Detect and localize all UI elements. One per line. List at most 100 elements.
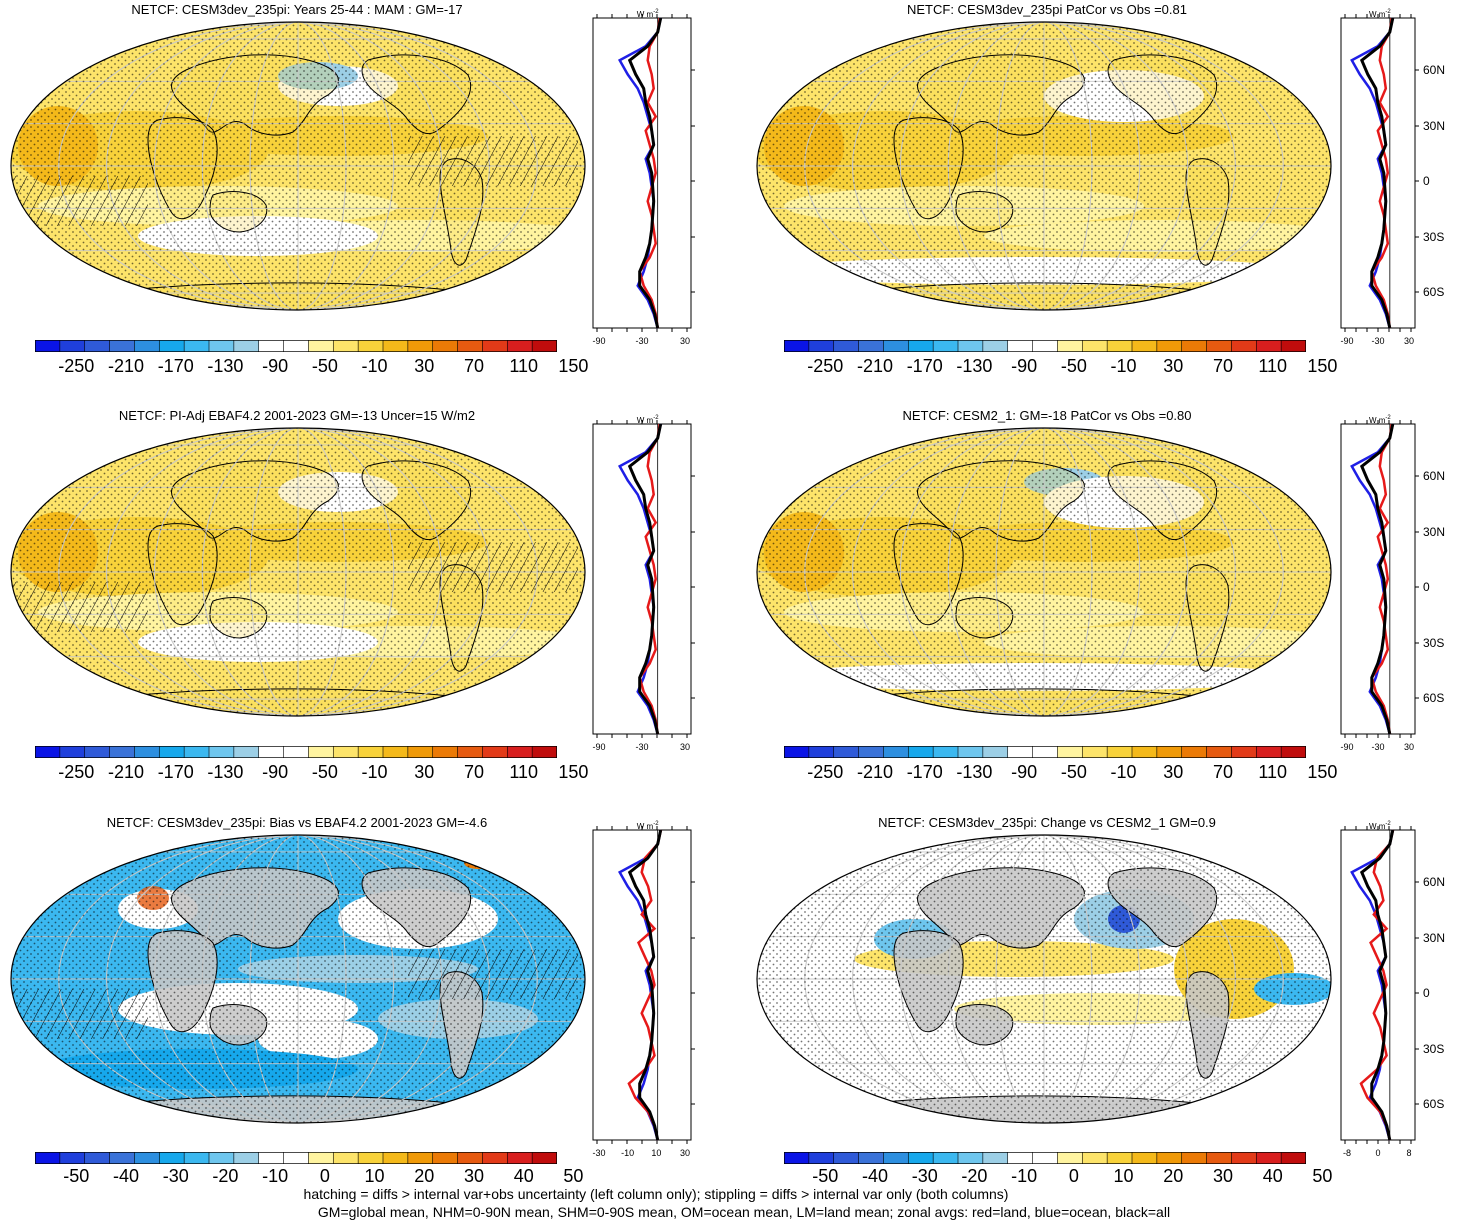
zonal-x-tick-label: -30 — [1371, 742, 1384, 752]
colorbar-swatch — [1280, 746, 1306, 758]
colorbar-swatch — [1106, 746, 1133, 758]
colorbar-swatch — [1007, 1152, 1034, 1164]
zonal-lat-label: 60S — [1423, 691, 1444, 705]
colorbar-tick-label: 70 — [463, 356, 485, 376]
zonal-lat-label: 30N — [1423, 119, 1445, 133]
colorbar-labels-3: -250 -210 -170 -130 -90 -50 -10 30 70 110 150 — [35, 762, 588, 784]
colorbar-swatch — [1081, 746, 1108, 758]
colorbar-tick-label: -250 — [58, 762, 95, 782]
colorbar-swatch — [883, 1152, 909, 1164]
zonal-x-tick-label: 30 — [680, 742, 690, 752]
colorbar-5 — [35, 1152, 557, 1164]
colorbar-swatch — [84, 746, 111, 758]
colorbar-swatch — [208, 340, 235, 352]
colorbar-swatch — [1131, 1152, 1158, 1164]
colorbar-swatch — [907, 340, 934, 352]
zonal-x-tick-label: -30 — [1371, 336, 1384, 346]
colorbar-tick-label: -50 — [1060, 356, 1087, 376]
world-map-observations — [10, 427, 586, 717]
zonal-units-label: W m-2 — [637, 9, 659, 19]
colorbar-tick-label: -90 — [1011, 762, 1038, 782]
zonal-lat-label: 30N — [1423, 525, 1445, 539]
colorbar-swatch — [982, 746, 1009, 758]
colorbar-1 — [35, 340, 557, 352]
zonal-all-curve — [627, 17, 663, 329]
colorbar-tick-label: 0 — [1068, 1166, 1079, 1186]
map-border — [10, 427, 586, 717]
colorbar-swatch — [482, 340, 508, 352]
colorbar-swatch — [357, 340, 384, 352]
colorbar-swatch — [432, 746, 459, 758]
colorbar-tick-label: 30 — [1163, 356, 1184, 376]
hatching-overlay — [11, 176, 148, 226]
zonal-lat-label: 30N — [1423, 931, 1445, 945]
colorbar-swatch — [158, 340, 185, 352]
colorbar-swatch — [1181, 340, 1208, 352]
colorbar-swatch — [1057, 340, 1083, 352]
colorbar-tick-label: -90 — [262, 762, 289, 782]
colorbar-tick-label: 150 — [558, 356, 589, 376]
stipple-overlay — [757, 22, 1331, 310]
colorbar-swatch — [932, 746, 959, 758]
colorbar-swatch — [233, 746, 260, 758]
colorbar-tick-label: -50 — [1060, 762, 1087, 782]
zonal-all-curve — [1359, 829, 1395, 1141]
zonal-frame — [592, 829, 692, 1141]
colorbar-swatch — [35, 340, 61, 352]
colorbar-swatch — [1131, 746, 1158, 758]
colorbar-tick-label: -50 — [311, 762, 338, 782]
map-border — [756, 427, 1332, 717]
colorbar-swatch — [183, 746, 210, 758]
zonal-units-label: W m-2 — [1369, 415, 1391, 425]
colorbar-frame — [35, 746, 557, 758]
colorbar-frame — [784, 1152, 1306, 1164]
colorbar-swatch — [883, 746, 909, 758]
stipple-overlay — [757, 428, 1331, 716]
colorbar-swatch — [357, 746, 384, 758]
zonal-lat-label: 0 — [1423, 986, 1430, 1000]
zonal-units-label: W m-2 — [1369, 9, 1391, 19]
colorbar-swatch — [332, 1152, 359, 1164]
colorbar-4 — [784, 746, 1306, 758]
colorbar-tick-label: 110 — [509, 356, 539, 376]
world-map-model-patcor — [756, 21, 1332, 311]
colorbar-swatch — [407, 1152, 434, 1164]
colorbar-swatch — [208, 1152, 235, 1164]
colorbar-tick-label: -50 — [812, 1166, 839, 1186]
world-map-model-mean — [10, 21, 586, 311]
colorbar-6 — [784, 1152, 1306, 1164]
colorbar-tick-label: -210 — [856, 762, 894, 782]
colorbar-swatch — [109, 1152, 136, 1164]
zonal-average-plot-4: W m-2 60N 30N 0 30S 60S -90 -30 30 — [1340, 415, 1445, 752]
colorbar-tick-label: -210 — [107, 762, 145, 782]
zonal-ocean-curve — [1350, 829, 1395, 1141]
colorbar-tick-label: 40 — [1262, 1166, 1283, 1186]
colorbar-swatch — [35, 1152, 61, 1164]
zonal-land-curve — [1359, 829, 1395, 1141]
colorbar-tick-label: -130 — [956, 356, 993, 376]
colorbar-3 — [35, 746, 557, 758]
zonal-x-tick-label: 0 — [1375, 1148, 1380, 1158]
colorbar-swatch — [109, 746, 136, 758]
zonal-land-curve — [627, 829, 663, 1141]
colorbar-frame — [35, 340, 557, 352]
panel-title-3: NETCF: PI-Adj EBAF4.2 2001-2023 GM=-13 U… — [118, 408, 476, 423]
colorbar-tick-label: -90 — [1011, 356, 1038, 376]
colorbar-tick-label: -130 — [207, 762, 244, 782]
colorbar-swatch — [283, 340, 310, 352]
zonal-lat-label: 30S — [1423, 230, 1444, 244]
colorbar-swatch — [833, 1152, 860, 1164]
colorbar-swatch — [784, 1152, 810, 1164]
colorbar-tick-label: 30 — [1212, 1166, 1234, 1186]
colorbar-swatch — [258, 746, 285, 758]
colorbar-swatch — [1131, 340, 1158, 352]
colorbar-swatch — [84, 340, 111, 352]
colorbar-tick-label: -10 — [361, 762, 388, 782]
zonal-all-curve — [627, 423, 663, 735]
colorbar-swatch — [407, 340, 434, 352]
zonal-average-plot-2: W m-2 60N 30N 0 30S 60S -90 -30 30 — [1340, 9, 1445, 346]
colorbar-tick-label: -250 — [807, 356, 844, 376]
colorbar-swatch — [858, 1152, 885, 1164]
colorbar-labels-2: -250 -210 -170 -130 -90 -50 -10 30 70 110 150 — [784, 356, 1337, 378]
